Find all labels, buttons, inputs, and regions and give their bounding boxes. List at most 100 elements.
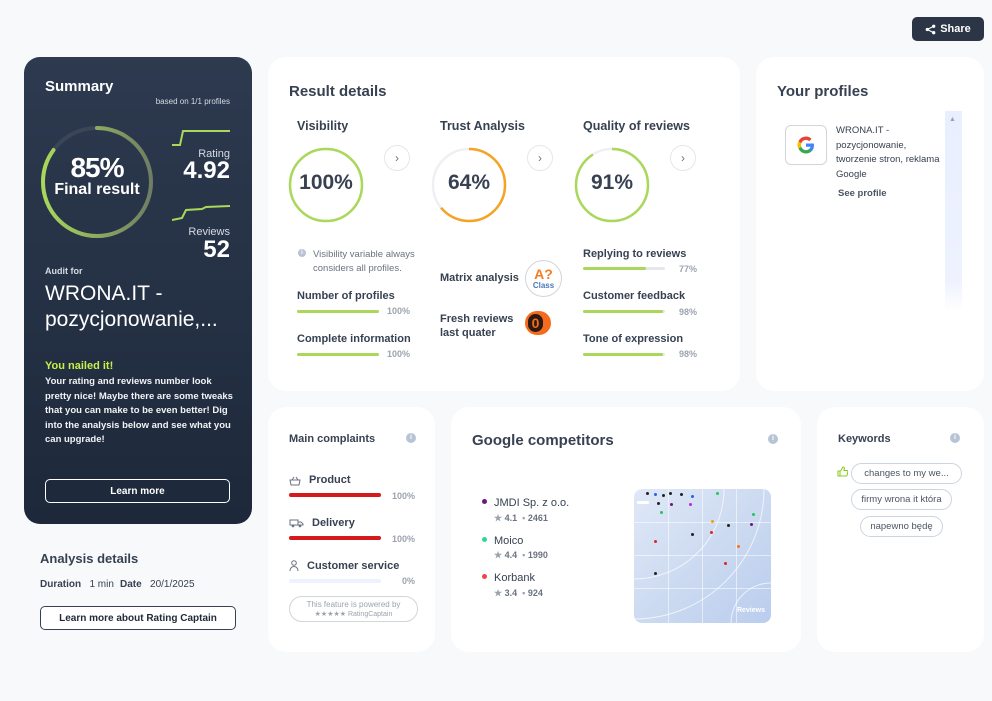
tone-bar — [583, 353, 665, 356]
nailed-heading: You nailed it! — [45, 360, 114, 372]
matrix-analysis-label: Matrix analysis — [440, 272, 519, 284]
trust-ring — [431, 147, 507, 223]
complaint-product-label: Product — [309, 474, 351, 486]
keyword-tag[interactable]: changes to my we... — [851, 463, 962, 484]
matrix-class-label: Class — [532, 281, 555, 290]
comment-icon: ▪ — [522, 588, 526, 598]
competitor-reviews: 924 — [527, 588, 543, 598]
competitor-dot — [482, 537, 487, 542]
see-profile-link[interactable]: See profile — [838, 188, 887, 199]
complete-information-label: Complete information — [297, 333, 411, 345]
visibility-title: Visibility — [297, 119, 349, 133]
visibility-ring — [288, 147, 364, 223]
complaint-delivery-value: 100% — [392, 534, 416, 544]
rating-sparkline — [172, 130, 230, 146]
basket-icon — [289, 476, 301, 486]
fresh-reviews-value: 0 — [528, 314, 543, 332]
your-profiles-title: Your profiles — [777, 83, 869, 100]
complete-information-bar — [297, 353, 379, 356]
matrix-grade: A? — [534, 266, 553, 282]
google-icon — [797, 136, 814, 154]
competitor-rating: 4.1 — [504, 513, 518, 523]
reviews-label: Reviews — [188, 226, 230, 238]
fresh-reviews-label: Fresh reviews last quater — [440, 313, 514, 339]
star-icon: ★ — [494, 588, 503, 598]
quality-arrow-button[interactable]: › — [670, 145, 696, 171]
competitor-name: Korbank — [494, 572, 535, 584]
complete-information-value: 100% — [387, 349, 411, 359]
result-details-card — [268, 57, 740, 391]
reviews-value: 52 — [203, 236, 230, 263]
complaint-delivery-bar — [289, 536, 381, 540]
fresh-reviews-badge: 0 — [525, 311, 551, 335]
competitor-meta: ★ 4.4 ▪ 1990 — [494, 550, 548, 561]
customer-feedback-label: Customer feedback — [583, 290, 686, 302]
complaint-service-value: 0% — [402, 576, 416, 586]
info-icon[interactable]: i — [950, 433, 960, 443]
company-name: WRONA.IT - pozycjonowanie,... — [45, 282, 218, 331]
powered-by-text: This feature is powered by — [306, 600, 401, 609]
competitor-reviews: 2461 — [527, 513, 548, 523]
person-icon — [289, 560, 299, 572]
tone-label: Tone of expression — [583, 333, 684, 345]
info-icon[interactable]: i — [768, 434, 778, 444]
replying-value: 77% — [679, 264, 698, 274]
complaint-product-bar — [289, 493, 381, 497]
thumbs-up-icon — [837, 466, 848, 477]
based-on-text: based on 1/1 profiles — [155, 97, 230, 106]
audit-for-label: Audit for — [45, 266, 83, 276]
competitor-name: JMDI Sp. z o.o. — [494, 497, 570, 509]
profiles-scrollbar[interactable]: ▲ — [945, 111, 962, 311]
quality-ring — [574, 147, 650, 223]
replying-bar — [583, 267, 665, 270]
keywords-card — [817, 407, 984, 652]
summary-description: Your rating and reviews number look pret… — [45, 376, 233, 445]
complaint-service-bar — [289, 579, 381, 583]
share-icon — [925, 24, 936, 34]
info-icon: i — [298, 249, 306, 257]
learn-more-button[interactable]: Learn more — [45, 479, 230, 503]
profile-name: WRONA.IT - pozycjonowanie, tworzenie str… — [836, 125, 940, 180]
quality-value: 91% — [590, 171, 634, 194]
competitor-rating: 3.4 — [504, 588, 518, 598]
replying-label: Replying to reviews — [583, 248, 687, 260]
matrix-class-badge: A? Class — [525, 260, 562, 297]
rating-value: 4.92 — [183, 157, 230, 184]
star-icon: ★ — [494, 550, 503, 560]
duration-value: 1 min — [89, 579, 114, 590]
result-details-title: Result details — [289, 83, 387, 100]
share-button[interactable]: Share — [912, 17, 984, 41]
learn-more-rating-captain-button[interactable]: Learn more about Rating Captain — [40, 606, 236, 630]
info-icon[interactable]: i — [406, 433, 416, 443]
visibility-note: Visibility variable always considers all… — [313, 249, 415, 274]
customer-feedback-bar — [583, 310, 665, 313]
reviews-sparkline — [172, 205, 231, 221]
number-of-profiles-label: Number of profiles — [297, 290, 395, 302]
trust-arrow-button[interactable]: › — [527, 145, 553, 171]
duration-label: Duration — [40, 579, 82, 590]
scroll-up-icon[interactable]: ▲ — [949, 116, 956, 123]
competitor-name: Moico — [494, 535, 524, 547]
powered-by-badge[interactable]: This feature is powered by ★★★★★ RatingC… — [289, 596, 418, 622]
keywords-title: Keywords — [838, 433, 891, 445]
chevron-right-icon: › — [395, 151, 399, 165]
keyword-tag[interactable]: firmy wrona it która — [851, 489, 952, 510]
competitor-meta: ★ 3.4 ▪ 924 — [494, 588, 543, 599]
google-profile-logo[interactable] — [785, 125, 827, 165]
visibility-arrow-button[interactable]: › — [384, 145, 410, 171]
duration-row: Duration 1 min — [40, 579, 114, 590]
map-reviews-badge: Reviews — [736, 607, 765, 614]
competitor-dot — [482, 499, 487, 504]
truck-icon — [289, 519, 304, 528]
final-result-ring — [41, 126, 153, 238]
competitors-map[interactable]: Reviews — [634, 489, 771, 623]
chevron-right-icon: › — [538, 151, 542, 165]
keyword-tag[interactable]: napewno będę — [860, 516, 943, 537]
competitor-reviews: 1990 — [527, 550, 548, 560]
complaint-service-label: Customer service — [307, 560, 400, 572]
rating-label: Rating — [198, 148, 230, 160]
number-of-profiles-value: 100% — [387, 306, 411, 316]
competitor-rating: 4.4 — [504, 550, 518, 560]
trust-value: 64% — [447, 171, 491, 194]
main-complaints-title: Main complaints — [289, 433, 376, 445]
